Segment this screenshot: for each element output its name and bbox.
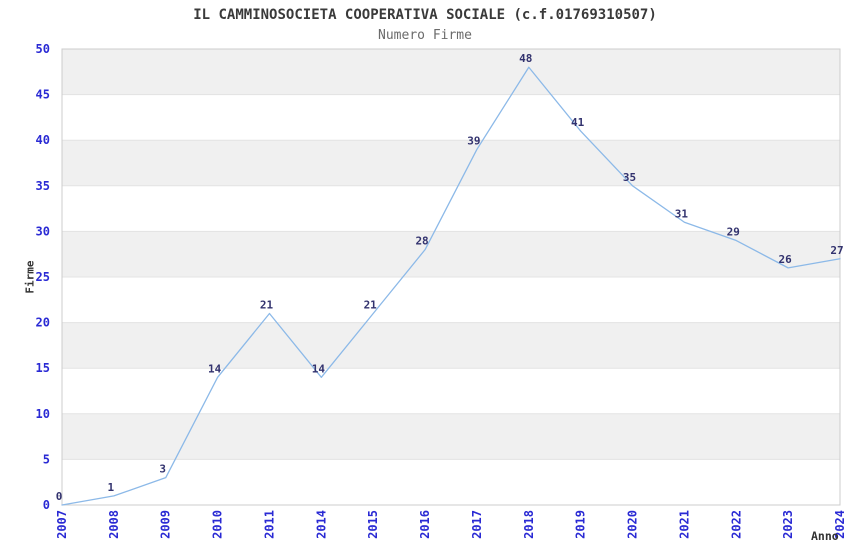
data-point-label: 14 xyxy=(208,362,222,375)
data-point-label: 14 xyxy=(312,362,326,375)
data-point-label: 29 xyxy=(727,226,740,239)
plot-band-plain xyxy=(62,185,840,232)
y-tick-label: 45 xyxy=(36,88,50,102)
x-tick-label: 2022 xyxy=(729,510,743,539)
x-tick-label: 2016 xyxy=(418,510,432,539)
x-tick-label: 2020 xyxy=(626,510,640,539)
chart-title: IL CAMMINOSOCIETA COOPERATIVA SOCIALE (c… xyxy=(193,7,657,23)
chart-subtitle: Numero Firme xyxy=(378,28,472,43)
x-tick-label: 2011 xyxy=(262,510,276,539)
x-tick-label: 2008 xyxy=(107,510,121,539)
plot-border xyxy=(61,48,841,506)
y-tick-label: 25 xyxy=(36,270,50,284)
plot-band-shaded xyxy=(62,49,840,95)
data-point-label: 28 xyxy=(415,235,428,248)
plot-band-plain xyxy=(62,94,840,141)
plot-band-shaded xyxy=(62,231,840,277)
x-tick-label: 2018 xyxy=(522,510,536,539)
y-tick-label: 5 xyxy=(43,452,50,466)
y-tick-label: 40 xyxy=(36,133,50,147)
data-point-label: 21 xyxy=(260,298,274,311)
plot-band-plain xyxy=(62,368,840,414)
data-point-label: 31 xyxy=(675,207,689,220)
data-point-label: 27 xyxy=(830,244,843,257)
y-tick-label: 10 xyxy=(36,407,50,421)
x-axis-title: Anno xyxy=(811,529,839,543)
data-point-label: 3 xyxy=(159,463,166,476)
data-point-label: 41 xyxy=(571,116,585,129)
data-point-label: 26 xyxy=(779,253,793,266)
y-tick-label: 20 xyxy=(36,316,50,330)
plot-band-plain xyxy=(62,277,840,323)
data-point-label: 39 xyxy=(467,134,480,147)
x-tick-label: 2015 xyxy=(366,510,380,539)
series-line xyxy=(61,66,841,506)
x-tick-label: 2023 xyxy=(781,510,795,539)
plot-band-shaded xyxy=(62,322,840,369)
y-tick-label: 50 xyxy=(36,42,50,56)
plot-band-shaded xyxy=(62,140,840,186)
x-tick-label: 2009 xyxy=(159,510,173,539)
x-tick-label: 2010 xyxy=(211,510,225,539)
x-tick-label: 2007 xyxy=(55,510,69,539)
y-tick-label: 0 xyxy=(43,498,50,512)
x-tick-label: 2021 xyxy=(677,510,691,539)
x-tick-label: 2014 xyxy=(314,510,328,539)
x-tick-label: 2019 xyxy=(574,510,588,539)
y-tick-label: 15 xyxy=(36,361,50,375)
y-tick-label: 35 xyxy=(36,179,50,193)
data-point-label: 1 xyxy=(108,481,115,494)
plot-band-shaded xyxy=(62,413,840,460)
data-point-label: 0 xyxy=(56,490,63,503)
x-tick-label: 2017 xyxy=(470,510,484,539)
data-point-label: 21 xyxy=(364,298,378,311)
x-tick-label: 2024 xyxy=(833,510,847,539)
data-point-label: 35 xyxy=(623,171,636,184)
y-tick-label: 30 xyxy=(36,224,50,238)
plot-band-plain xyxy=(62,459,840,505)
data-point-label: 48 xyxy=(519,52,532,65)
